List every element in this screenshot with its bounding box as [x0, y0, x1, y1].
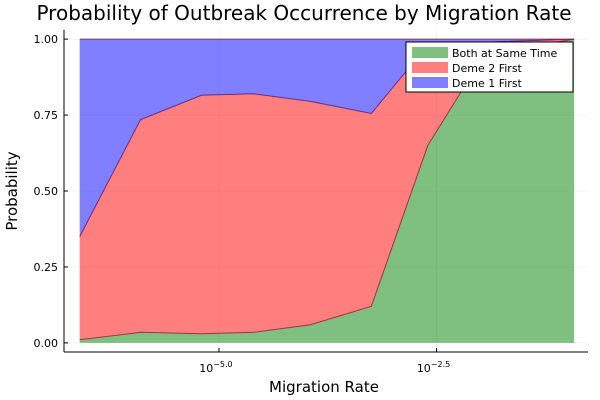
legend-swatch-both	[412, 47, 448, 58]
area-series-1	[79, 39, 575, 340]
x-tick-label-0: 10−5.0	[199, 360, 232, 375]
x-tick-label-1: 10−2.5	[417, 360, 450, 375]
y-tick-label-3: 0.75	[34, 109, 59, 122]
area-series-0	[79, 39, 575, 343]
y-tick-label-2: 0.50	[34, 185, 59, 198]
y-ticks: 0.00 0.25 0.50 0.75 1.00	[34, 33, 68, 350]
legend-swatch-deme2	[412, 62, 448, 73]
x-axis-label: Migration Rate	[269, 378, 379, 396]
legend-swatch-deme1	[412, 77, 448, 88]
y-tick-label-0: 0.00	[34, 337, 59, 350]
legend-label-both: Both at Same Time	[452, 47, 557, 60]
legend-label-deme1: Deme 1 First	[452, 77, 523, 90]
y-tick-label-4: 1.00	[34, 33, 59, 46]
legend-label-deme2: Deme 2 First	[452, 62, 523, 75]
area-series-2	[79, 39, 575, 237]
y-axis-label: Probability	[3, 151, 21, 230]
y-tick-label-1: 0.25	[34, 261, 59, 274]
legend: Both at Same Time Deme 2 First Deme 1 Fi…	[405, 41, 574, 93]
chart-title: Probability of Outbreak Occurrence by Mi…	[36, 1, 571, 25]
x-ticks: 10−5.0 10−2.5	[199, 348, 450, 375]
